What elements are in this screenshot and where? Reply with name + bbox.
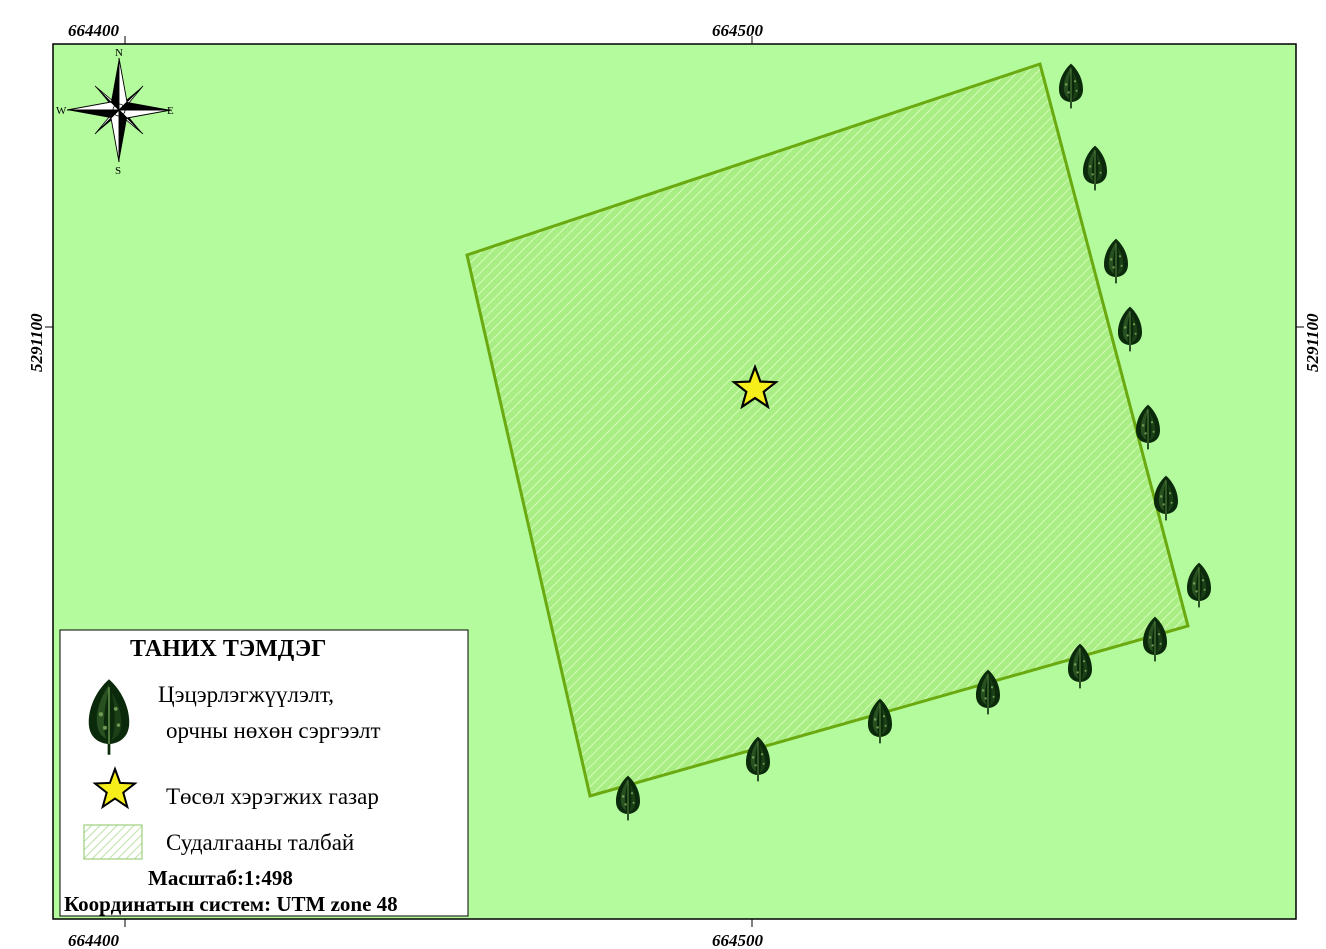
- coord-bottom-center: 664500: [712, 931, 764, 949]
- project-site-star-icon: [731, 363, 779, 410]
- legend: ТАНИХ ТЭМДЭГ Цэцэрлэгжүүлэлт, орчны нөхө…: [59, 629, 469, 917]
- coord-right-middle: 5291100: [1303, 313, 1322, 372]
- study-area-polygon: [465, 62, 1190, 798]
- coord-bottom-left: 664400: [68, 931, 120, 949]
- coord-top-center: 664500: [712, 21, 764, 40]
- legend-title: ТАНИХ ТЭМДЭГ: [130, 636, 326, 662]
- compass-n-label: N: [115, 47, 123, 59]
- legend-star-icon: [92, 766, 138, 810]
- legend-tree-label-line2: орчны нөхөн сэргээлт: [166, 718, 381, 743]
- legend-tree-label-line1: Цэцэрлэгжүүлэлт,: [158, 682, 334, 707]
- grid-ticks: [45, 36, 1304, 927]
- legend-star-label: Төсөл хэрэгжих газар: [166, 784, 379, 809]
- compass-s-label: S: [115, 165, 121, 177]
- compass-w-label: W: [56, 105, 67, 117]
- legend-area-swatch: [83, 824, 143, 860]
- legend-area-label: Судалгааны талбай: [166, 830, 354, 855]
- legend-crs: Координатын систем: UTM zone 48: [64, 892, 398, 916]
- compass-rose-icon: [66, 57, 172, 163]
- coord-top-left: 664400: [68, 21, 120, 40]
- legend-box: [59, 629, 469, 917]
- compass-e-label: E: [167, 105, 174, 117]
- legend-scale: Масштаб:1:498: [148, 866, 293, 890]
- coord-left-middle: 5291100: [27, 313, 46, 372]
